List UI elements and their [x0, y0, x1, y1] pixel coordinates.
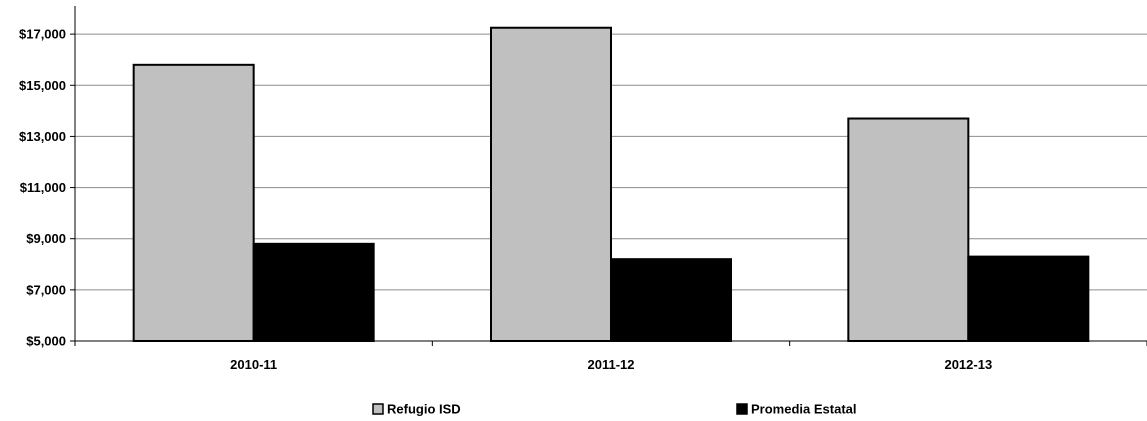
legend-label-promedia-estatal: Promedia Estatal — [751, 402, 857, 417]
x-tick-label: 2012-13 — [944, 357, 992, 372]
x-tick-label: 2010-11 — [230, 357, 277, 372]
bar-promedia-estatal-2012-13 — [967, 255, 1090, 342]
y-tick-label: $7,000 — [26, 282, 66, 297]
legend: Refugio ISD Promedia Estatal — [372, 402, 857, 417]
y-tick-label: $17,000 — [19, 27, 66, 42]
bar-promedia-estatal-2010-11 — [252, 242, 375, 343]
bar-refugio-isd-2010-11 — [132, 63, 255, 342]
bar-refugio-isd-2012-13 — [847, 117, 970, 342]
legend-swatch-refugio-isd — [372, 403, 384, 415]
y-tick-label: $5,000 — [26, 334, 66, 349]
legend-label-refugio-isd: Refugio ISD — [387, 402, 461, 417]
y-tick-label: $15,000 — [19, 78, 66, 93]
y-tick-label: $11,000 — [20, 180, 66, 195]
bars — [132, 26, 1090, 343]
legend-swatch-promedia-estatal — [736, 403, 748, 415]
bar-promedia-estatal-2011-12 — [610, 258, 732, 342]
y-tick-label: $9,000 — [26, 231, 66, 246]
bar-refugio-isd-2011-12 — [490, 26, 612, 343]
y-tick-label: $13,000 — [19, 129, 66, 144]
x-tick-label: 2011-12 — [588, 357, 635, 372]
y-axis: $5,000 $7,000 $9,000 $11,000 $13,000 $15,000 $… — [19, 6, 76, 349]
x-axis: 2010-11 2011-12 2012-13 — [74, 340, 1147, 372]
